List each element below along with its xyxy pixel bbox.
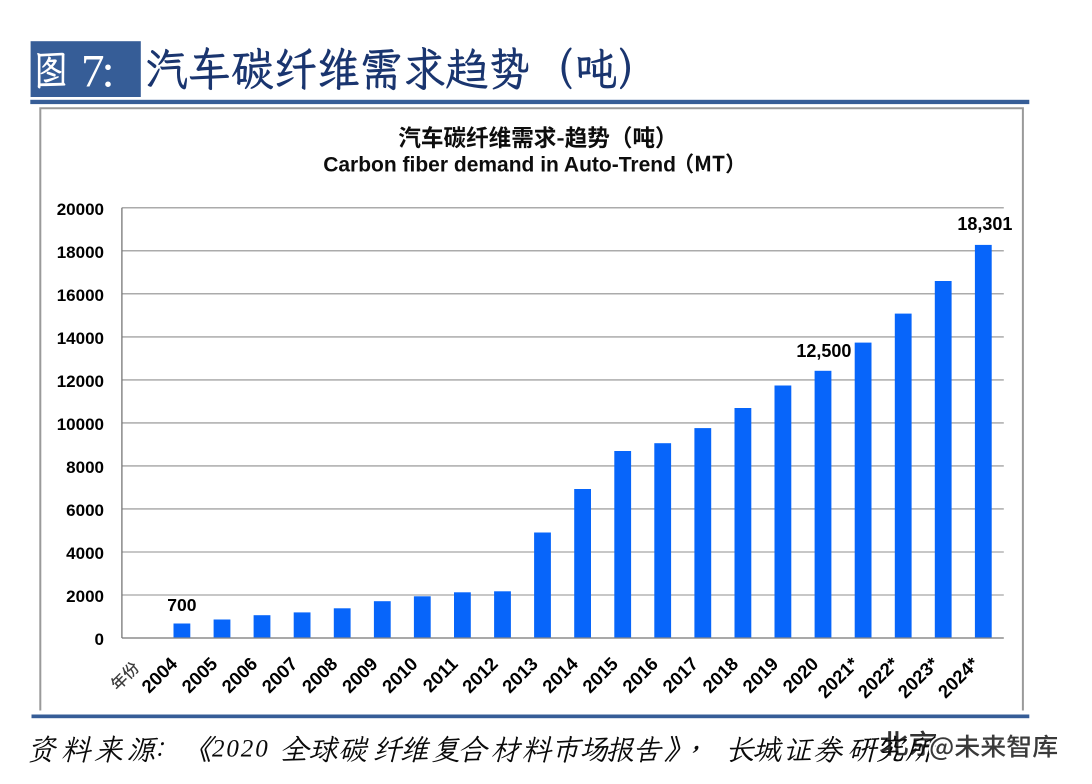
svg-text:2000: 2000 — [66, 587, 104, 606]
svg-text:20000: 20000 — [57, 200, 104, 219]
svg-text:18000: 18000 — [57, 243, 104, 262]
svg-text:2018: 2018 — [698, 653, 742, 697]
svg-text:2013: 2013 — [498, 653, 542, 697]
svg-text:16000: 16000 — [57, 286, 104, 305]
svg-text:10000: 10000 — [57, 415, 104, 434]
svg-text:2009: 2009 — [338, 653, 382, 697]
svg-text:18,301: 18,301 — [957, 214, 1012, 234]
svg-text:2005: 2005 — [177, 653, 221, 697]
svg-text:2010: 2010 — [378, 653, 422, 697]
svg-text:0: 0 — [95, 630, 104, 649]
svg-text:2011: 2011 — [418, 653, 461, 696]
svg-text:12,500: 12,500 — [796, 341, 851, 361]
svg-text:2007: 2007 — [257, 653, 301, 697]
svg-text:2016: 2016 — [618, 653, 662, 697]
svg-text:2014: 2014 — [538, 652, 582, 696]
svg-text:2024*: 2024* — [934, 652, 984, 702]
svg-text:2019: 2019 — [738, 653, 782, 697]
svg-text:2017: 2017 — [658, 653, 702, 697]
svg-text:2012: 2012 — [458, 653, 502, 697]
svg-text:12000: 12000 — [57, 372, 104, 391]
svg-text:2004: 2004 — [137, 652, 181, 696]
svg-text:7:: 7: — [81, 46, 112, 98]
svg-text:4000: 4000 — [66, 544, 104, 563]
svg-text:2008: 2008 — [298, 653, 342, 697]
svg-text:6000: 6000 — [66, 501, 104, 520]
svg-text:2021*: 2021* — [813, 652, 863, 702]
svg-text:8000: 8000 — [66, 458, 104, 477]
svg-text:2022*: 2022* — [853, 652, 903, 702]
svg-text:2006: 2006 — [217, 653, 261, 697]
svg-text:14000: 14000 — [57, 329, 104, 348]
svg-text:2020: 2020 — [212, 736, 270, 763]
svg-text:700: 700 — [167, 595, 196, 615]
svg-text:2015: 2015 — [578, 653, 622, 697]
svg-text:Carbon fiber demand in Auto-Tr: Carbon fiber demand in Auto-Trend — [323, 153, 676, 176]
svg-text:2023*: 2023* — [893, 652, 943, 702]
